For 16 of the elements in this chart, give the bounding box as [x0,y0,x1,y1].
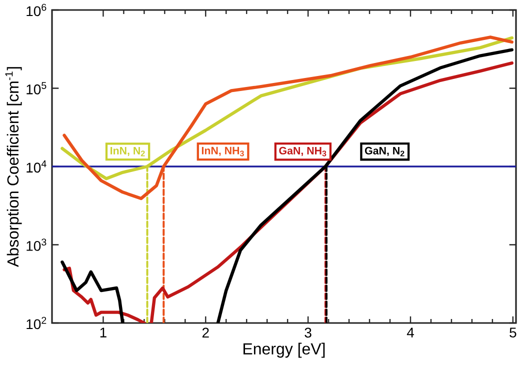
series-label: GaN, N$_{2}$ [364,146,404,156]
x-tick-label: 1 [100,328,106,338]
x-tick-label: 5 [510,328,516,338]
y-tick-label: 10$^{4}$ [26,160,46,173]
y-axis-title: Absorption Coefficient [cm$^{-1}$] [5,67,22,268]
series-label: InN, NH$_{3}$ [202,146,244,156]
series-label: InN, N$_{2}$ [110,146,145,156]
series-label: GaN, NH$_{3}$ [279,146,326,156]
x-axis-title: Energy [eV] [244,342,325,358]
x-tick-label: 2 [202,328,209,338]
x-tick-label: 3 [304,328,312,338]
y-tick-label: 10$^{2}$ [26,316,46,330]
y-tick-label: 10$^{6}$ [26,4,46,16]
y-tick-label: 10$^{5}$ [26,82,46,94]
x-tick-label: 4 [406,328,414,338]
y-tick-label: 10$^{3}$ [26,238,46,251]
